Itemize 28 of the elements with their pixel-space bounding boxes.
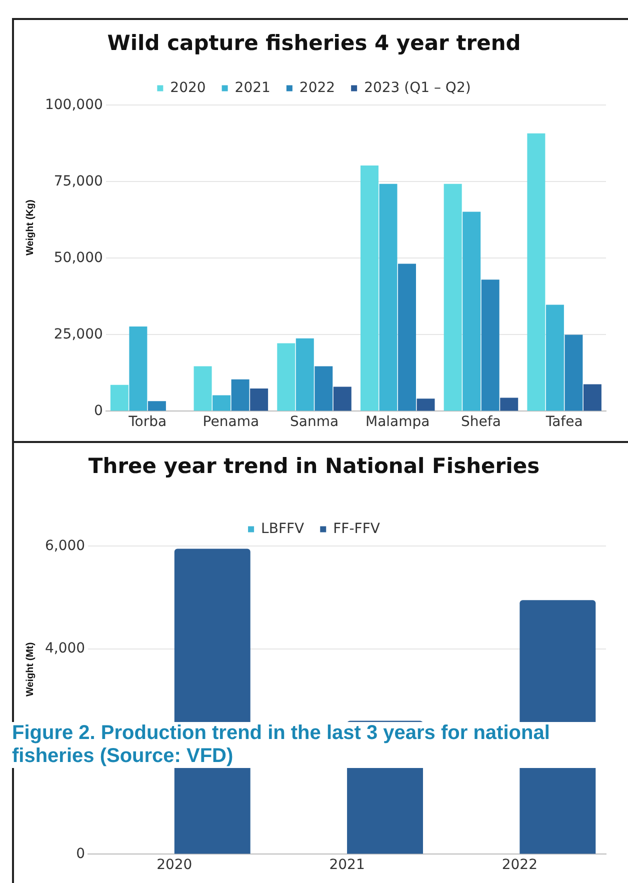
legend-label: 2021 (234, 80, 270, 96)
y-tick-label: 25,000 (54, 326, 103, 342)
x-tick-label: 2022 (502, 857, 538, 874)
y-tick-label: 4,000 (44, 640, 86, 657)
legend-label: 2023 (Q1 – Q2) (364, 80, 471, 96)
chart-title: Three year trend in National Fisheries (88, 454, 540, 478)
x-tick-label: Sanma (290, 414, 339, 430)
x-tick-label: 2021 (329, 857, 365, 874)
x-tick-label: Tafea (544, 414, 583, 430)
y-tick-label: 75,000 (54, 173, 103, 190)
legend-label: FF-FFV (333, 520, 380, 537)
legend-label: 2022 (299, 80, 336, 96)
x-tick-label: 2020 (156, 857, 192, 874)
y-axis-title: Weight (Kg) (24, 200, 36, 256)
x-tick-label: Penama (202, 414, 260, 430)
y-tick-label: 0 (94, 402, 103, 419)
y-tick-label: 100,000 (44, 96, 103, 113)
legend-label: 2020 (170, 80, 206, 96)
y-tick-label: 50,000 (54, 250, 103, 266)
y-tick-label: 0 (76, 846, 86, 862)
y-tick-label: 6,000 (44, 538, 86, 554)
y-axis-title: Weight (Mt) (24, 642, 36, 697)
chart-title: Wild capture fisheries 4 year trend (107, 31, 521, 56)
x-tick-label: Torba (128, 414, 167, 430)
legend-label: LBFFV (261, 520, 305, 537)
x-tick-label: Malampa (366, 414, 430, 430)
x-tick-label: Shefa (461, 414, 501, 430)
annotation: Figure 2. Production trend in the last 3 years for national fisheries (Source: VFD) (12, 722, 612, 768)
